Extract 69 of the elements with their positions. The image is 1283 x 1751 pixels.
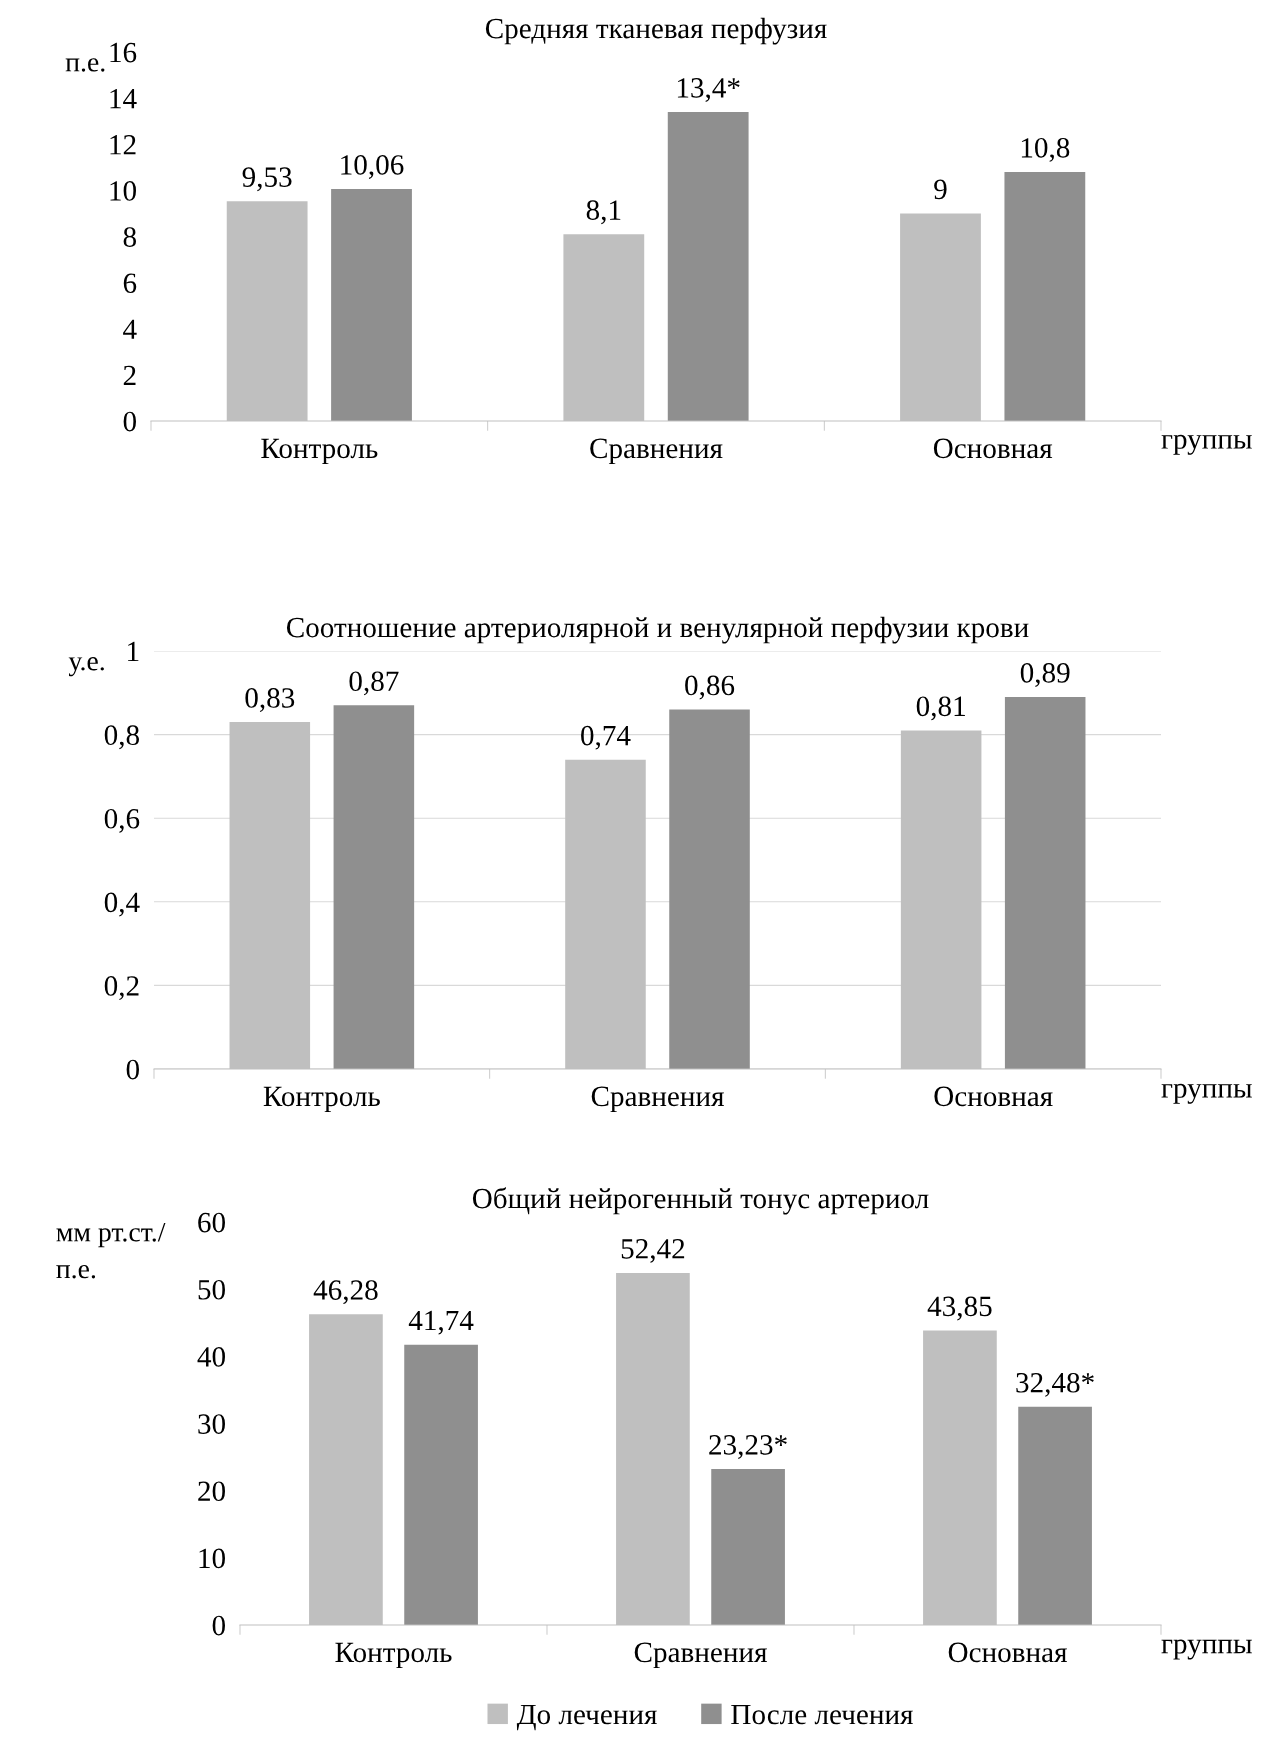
y-tick-label: 20 — [198, 1481, 225, 1502]
bar — [669, 709, 750, 1069]
legend-label: После лечения — [731, 1704, 913, 1725]
y-axis-title: мм рт.ст./ п.е. — [56, 1222, 166, 1279]
y-tick-label: 0 — [126, 1059, 139, 1080]
y-tick-label: 1 — [128, 641, 139, 662]
data-label: 23,23* — [709, 1435, 787, 1459]
bar — [711, 1468, 785, 1625]
data-label: 10,06 — [341, 155, 404, 179]
data-label: 0,86 — [685, 675, 735, 700]
y-tick-label: 0,4 — [104, 892, 140, 917]
x-tick-label: Контроль — [261, 438, 378, 465]
data-label: 8,1 — [586, 200, 621, 225]
y-tick-label: 4 — [123, 319, 137, 339]
x-tick-label: Контроль — [335, 1642, 452, 1669]
data-label: 0,81 — [916, 696, 965, 721]
data-label: 13,4* — [677, 78, 740, 102]
y-tick-label: 14 — [110, 88, 137, 109]
x-axis-title: группы — [1161, 1083, 1252, 1104]
y-tick-label: 6 — [123, 273, 137, 294]
data-label: 32,48* — [1016, 1372, 1094, 1397]
x-tick-label: Сравнения — [634, 1642, 767, 1669]
chart-title: Соотношение артериолярной и венулярной перфузии крови — [286, 616, 1029, 644]
data-label: 46,28 — [313, 1280, 378, 1305]
chart-title: Общий нейрогенный тонус артериол — [472, 1187, 929, 1215]
data-label: 0,74 — [581, 725, 631, 750]
x-tick-label: Основная — [933, 438, 1053, 459]
data-label: 43,85 — [927, 1296, 992, 1321]
data-label: 0,87 — [349, 671, 399, 696]
y-tick-label: 30 — [198, 1414, 225, 1434]
x-tick-label: Сравнения — [590, 438, 723, 465]
bar — [404, 1344, 478, 1625]
x-tick-label: Контроль — [263, 1086, 380, 1113]
x-tick-label: Основная — [948, 1642, 1067, 1663]
y-tick-label: 40 — [197, 1347, 225, 1367]
y-tick-label: 0 — [123, 411, 136, 432]
y-tick-label: 12 — [110, 135, 136, 155]
data-label: 52,42 — [621, 1239, 685, 1263]
y-tick-label: 10 — [110, 181, 136, 201]
y-axis-title: у.е. — [68, 657, 104, 677]
bar — [333, 705, 415, 1069]
x-axis-title: группы — [1161, 434, 1252, 455]
legend-label: До лечения — [516, 1704, 657, 1731]
data-label: 0,89 — [1020, 663, 1070, 687]
y-tick-label: 60 — [198, 1212, 225, 1233]
y-tick-label: 50 — [198, 1279, 225, 1300]
y-axis-title: п.е. — [65, 58, 105, 72]
bar — [1018, 1406, 1092, 1625]
y-tick-label: 0 — [212, 1615, 225, 1636]
x-tick-label: Сравнения — [591, 1086, 724, 1113]
y-tick-label: 8 — [123, 227, 136, 247]
y-tick-label: 16 — [110, 42, 137, 63]
y-tick-label: 0,8 — [104, 725, 139, 750]
chart-title: Средняя тканевая перфузия — [485, 17, 827, 45]
data-label: 10,8 — [1021, 137, 1070, 162]
bar — [667, 111, 749, 421]
y-tick-label: 2 — [123, 365, 136, 385]
bar — [331, 188, 412, 421]
x-tick-label: Основная — [934, 1086, 1053, 1107]
y-tick-label: 0,2 — [104, 976, 139, 1000]
x-axis-title: группы — [1161, 1639, 1252, 1660]
data-label: 41,74 — [408, 1310, 474, 1335]
data-label: 9 — [934, 179, 947, 200]
bar — [1004, 696, 1086, 1069]
y-tick-label: 0,6 — [104, 808, 140, 833]
data-label: 9,53 — [242, 167, 292, 192]
bar — [1004, 171, 1086, 421]
y-tick-label: 10 — [199, 1548, 225, 1569]
data-label: 0,83 — [245, 688, 295, 712]
